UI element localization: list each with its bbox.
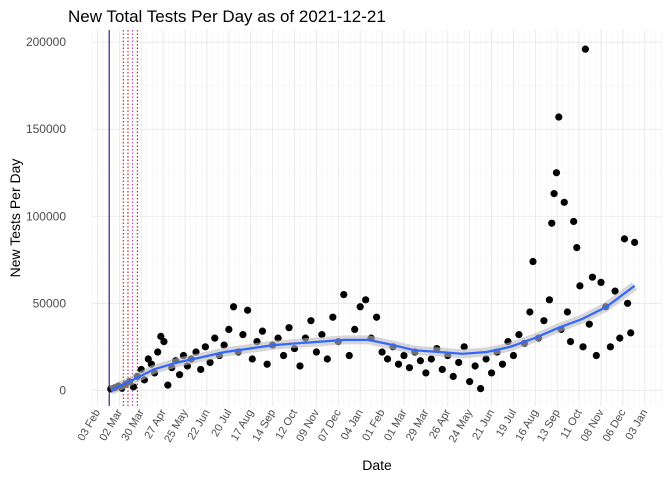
point bbox=[160, 337, 168, 346]
point bbox=[471, 362, 479, 370]
point bbox=[579, 343, 587, 351]
x-axis-title: Date bbox=[362, 457, 392, 473]
point bbox=[164, 381, 172, 389]
point bbox=[362, 296, 370, 304]
point bbox=[229, 303, 238, 311]
point bbox=[206, 358, 214, 367]
point bbox=[318, 331, 326, 339]
smooth-line bbox=[110, 285, 636, 392]
point bbox=[477, 384, 485, 393]
point bbox=[175, 371, 184, 379]
point bbox=[606, 343, 614, 351]
point bbox=[211, 334, 219, 342]
point bbox=[592, 351, 600, 360]
point bbox=[351, 325, 359, 334]
point bbox=[248, 355, 256, 363]
point bbox=[356, 303, 364, 311]
point bbox=[498, 360, 507, 368]
y-tick-label: 100000 bbox=[26, 209, 66, 223]
point bbox=[416, 357, 424, 365]
point bbox=[258, 327, 267, 335]
point bbox=[263, 360, 271, 368]
point bbox=[482, 355, 490, 363]
point bbox=[239, 331, 247, 339]
point bbox=[373, 313, 381, 321]
point bbox=[274, 334, 282, 342]
point bbox=[144, 355, 152, 363]
point bbox=[526, 308, 534, 316]
point bbox=[570, 217, 578, 226]
point bbox=[225, 325, 233, 334]
point bbox=[427, 355, 435, 363]
point bbox=[154, 348, 162, 356]
point bbox=[243, 306, 252, 314]
point bbox=[449, 372, 457, 381]
point bbox=[383, 355, 392, 363]
point bbox=[552, 169, 561, 177]
point bbox=[627, 329, 635, 337]
point bbox=[597, 278, 605, 287]
chart-title: New Total Tests Per Day as of 2021-12-21 bbox=[68, 7, 386, 26]
point bbox=[279, 351, 288, 360]
point bbox=[201, 343, 209, 351]
point bbox=[548, 219, 556, 227]
point bbox=[405, 364, 414, 372]
point bbox=[585, 320, 593, 328]
y-tick-label: 0 bbox=[59, 383, 66, 397]
point bbox=[555, 113, 563, 121]
point bbox=[312, 348, 321, 356]
point bbox=[620, 235, 629, 243]
point bbox=[588, 273, 597, 281]
point bbox=[285, 324, 293, 332]
point bbox=[345, 351, 353, 360]
point bbox=[455, 358, 463, 367]
point bbox=[573, 243, 581, 252]
point bbox=[296, 362, 304, 370]
point bbox=[466, 378, 474, 386]
point bbox=[220, 341, 228, 349]
point bbox=[623, 299, 632, 307]
y-tick-label: 200000 bbox=[26, 35, 66, 49]
point bbox=[566, 337, 575, 346]
point bbox=[394, 360, 403, 368]
point bbox=[323, 355, 331, 363]
point bbox=[329, 313, 337, 321]
y-tick-label: 150000 bbox=[26, 122, 66, 136]
point bbox=[340, 290, 348, 299]
point bbox=[422, 369, 430, 377]
point bbox=[545, 296, 554, 304]
y-axis-title: New Tests Per Day bbox=[7, 159, 23, 278]
point bbox=[197, 365, 205, 374]
point bbox=[540, 317, 548, 325]
point bbox=[438, 365, 446, 374]
point bbox=[616, 334, 624, 342]
point bbox=[515, 331, 523, 339]
point bbox=[611, 287, 619, 295]
point bbox=[550, 190, 558, 198]
point bbox=[378, 348, 386, 356]
point bbox=[560, 198, 568, 206]
point bbox=[631, 238, 639, 246]
point bbox=[509, 351, 518, 360]
point bbox=[307, 317, 315, 325]
point bbox=[487, 369, 496, 377]
point bbox=[529, 257, 537, 266]
y-tick-label: 50000 bbox=[33, 296, 67, 310]
point bbox=[400, 351, 408, 360]
point bbox=[460, 343, 468, 351]
point bbox=[157, 332, 165, 340]
point bbox=[563, 308, 571, 316]
point bbox=[581, 45, 589, 53]
point bbox=[576, 282, 584, 290]
